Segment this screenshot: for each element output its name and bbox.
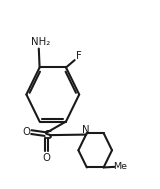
Text: NH₂: NH₂ [31,37,50,47]
Text: Me: Me [113,162,127,171]
Text: N: N [82,125,90,135]
Text: S: S [43,129,52,142]
Text: O: O [22,127,30,137]
Text: F: F [76,51,82,61]
Text: O: O [42,153,50,163]
